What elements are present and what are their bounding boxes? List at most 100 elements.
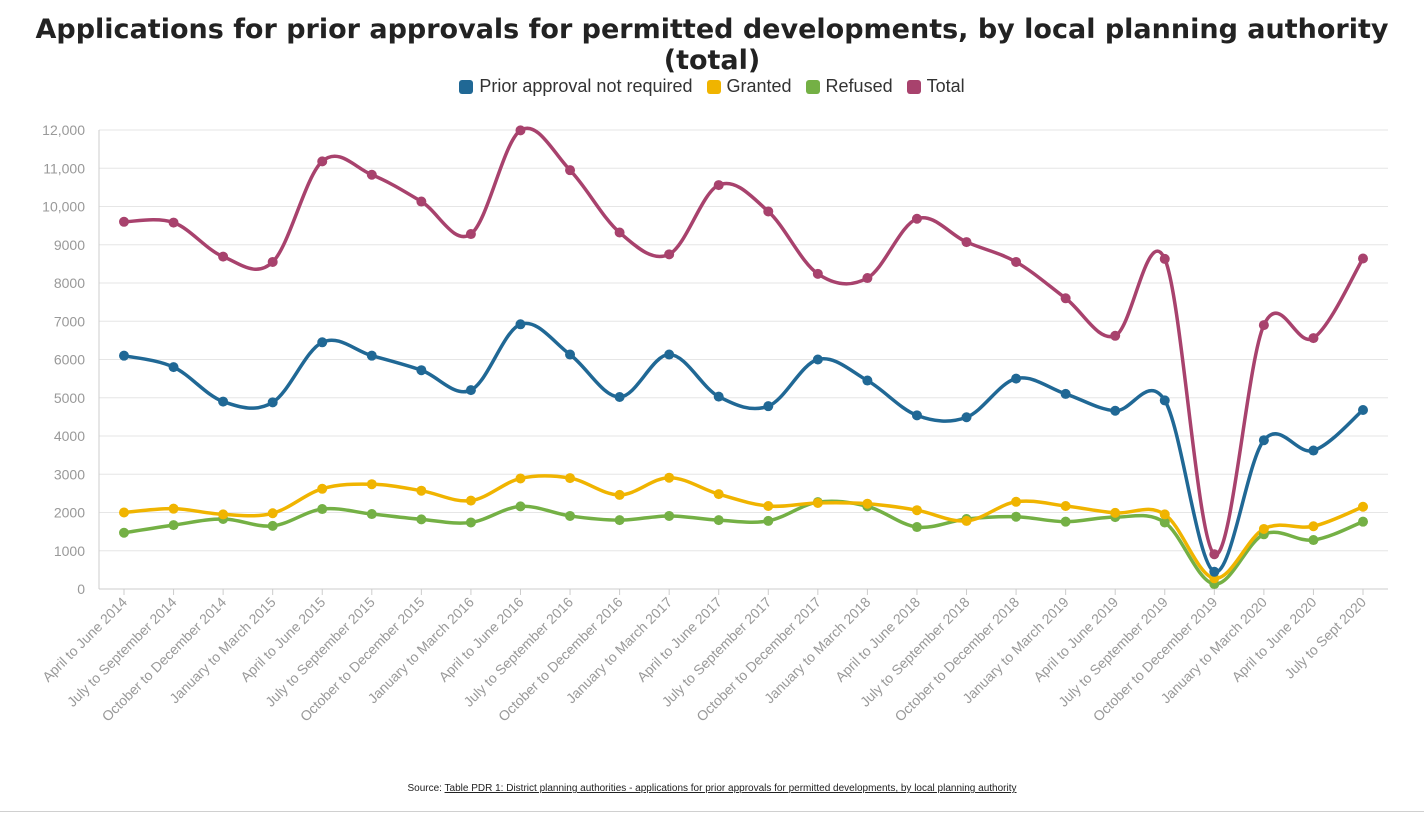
data-point (1308, 333, 1319, 344)
legend-item-granted[interactable]: Granted (706, 76, 792, 97)
data-point (1258, 435, 1269, 446)
legend-swatch (706, 79, 721, 94)
y-tick-label: 3000 (54, 466, 85, 482)
data-point (763, 500, 774, 511)
legend-label: Granted (726, 76, 792, 96)
data-point (1060, 388, 1071, 399)
data-point (168, 362, 179, 373)
data-point (168, 503, 179, 514)
data-point (1358, 404, 1368, 415)
data-point (366, 509, 377, 520)
legend-label: Refused (825, 76, 893, 96)
data-point (664, 349, 675, 360)
y-tick-label: 7000 (54, 313, 85, 329)
data-point (465, 229, 476, 240)
data-point (812, 268, 823, 279)
data-point (664, 510, 675, 521)
data-point (416, 514, 427, 525)
data-point (1308, 535, 1319, 546)
x-tick-label: April to June 2014 (39, 594, 130, 685)
data-point (713, 515, 724, 526)
data-point (1110, 405, 1121, 416)
data-point (1060, 293, 1071, 304)
data-point (664, 249, 675, 260)
data-point (218, 509, 229, 520)
data-point (565, 349, 576, 360)
data-point (1159, 517, 1170, 528)
source-link[interactable]: Table PDR 1: District planning authoriti… (444, 783, 1017, 794)
data-point (366, 350, 377, 361)
data-point (218, 396, 229, 407)
y-tick-label: 12,000 (42, 122, 85, 138)
chart-title: Applications for prior approvals for per… (35, 14, 1389, 76)
data-point (267, 508, 278, 519)
data-point (713, 391, 724, 402)
series-line (123, 474, 1364, 581)
data-point (515, 501, 526, 512)
y-tick-label: 0 (77, 581, 85, 597)
data-point (614, 227, 625, 238)
data-point (119, 350, 129, 361)
x-tick-label: April to June 2019 (1030, 594, 1121, 685)
data-point (1358, 253, 1368, 264)
series-line (123, 499, 1364, 586)
data-point (812, 354, 823, 365)
data-point (465, 495, 476, 506)
data-point (465, 385, 476, 396)
data-point (565, 510, 576, 521)
data-point (267, 520, 278, 531)
y-tick-label: 11,000 (43, 160, 85, 176)
source-prefix: Source: (407, 783, 445, 794)
x-tick-label: April to June 2015 (237, 594, 328, 685)
data-point (317, 483, 328, 494)
data-point (1358, 501, 1368, 512)
data-point (119, 216, 129, 227)
data-point (812, 497, 823, 508)
data-point (1358, 516, 1368, 527)
data-point (961, 412, 972, 423)
x-tick-label: April to June 2018 (832, 594, 923, 685)
data-point (366, 479, 377, 490)
data-point (366, 169, 377, 180)
data-point (465, 517, 476, 528)
data-point (961, 237, 972, 248)
data-point (1011, 373, 1022, 384)
y-tick-label: 5000 (54, 390, 85, 406)
data-point (1159, 509, 1170, 520)
data-point (515, 473, 526, 484)
data-point (416, 485, 427, 496)
x-tick-label: April to June 2016 (435, 594, 526, 685)
y-tick-label: 1000 (54, 543, 85, 559)
data-point (218, 251, 229, 262)
data-point (911, 505, 922, 516)
legend: Prior approval not required Granted Refu… (0, 76, 1424, 97)
legend-swatch (906, 79, 921, 94)
x-tick-label: April to June 2020 (1228, 594, 1319, 685)
y-tick-label: 10,000 (42, 199, 85, 215)
data-point (713, 180, 724, 191)
data-point (614, 489, 625, 500)
legend-item-refused[interactable]: Refused (805, 76, 893, 97)
data-point (763, 515, 774, 526)
data-point (1110, 507, 1121, 518)
legend-swatch (805, 79, 820, 94)
legend-item-prior-approval[interactable]: Prior approval not required (459, 76, 693, 97)
legend-label: Prior approval not required (479, 76, 693, 96)
data-point (565, 165, 576, 176)
data-point (515, 125, 526, 136)
data-point (1308, 521, 1319, 532)
legend-item-total[interactable]: Total (906, 76, 965, 97)
data-point (862, 273, 873, 284)
data-point (664, 472, 675, 483)
data-point (1060, 500, 1071, 511)
data-point (1209, 549, 1220, 560)
data-point (119, 527, 129, 538)
data-point (1308, 445, 1319, 456)
data-point (862, 375, 873, 386)
data-point (317, 337, 328, 348)
data-point (911, 410, 922, 421)
data-point (1011, 256, 1022, 267)
data-point (911, 522, 922, 533)
data-point (763, 401, 774, 412)
y-tick-label: 2000 (54, 505, 85, 521)
